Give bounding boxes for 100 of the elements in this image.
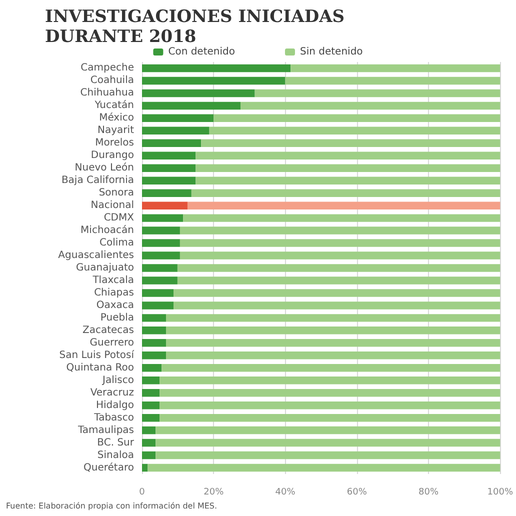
bar [166, 326, 500, 334]
bar [290, 64, 500, 72]
y-tick-label: Nacional [90, 200, 134, 212]
bar [142, 214, 184, 222]
bar [142, 252, 180, 260]
bar [148, 464, 500, 472]
y-tick-label: Veracruz [90, 387, 134, 398]
y-tick-label: Baja California [61, 175, 134, 186]
bar [142, 114, 214, 122]
bar [142, 139, 202, 148]
y-tick-label: Zacatecas [82, 324, 134, 336]
bar [166, 339, 500, 347]
y-tick-label: Coahuila [90, 75, 134, 86]
bar [142, 376, 160, 384]
bar [142, 176, 196, 184]
y-tick-label: Chiapas [94, 287, 134, 298]
y-tick-label: San Luis Potosí [59, 350, 136, 361]
bar [142, 102, 240, 110]
x-tick-label: 100% [487, 488, 514, 498]
bar [196, 164, 500, 172]
bar [214, 114, 500, 122]
y-tick-label: Yucatán [94, 100, 134, 112]
y-tick-label: Querétaro [84, 462, 134, 474]
y-tick-label: Tamaulipas [76, 424, 134, 436]
bar [142, 126, 210, 135]
bar [142, 302, 174, 310]
source-note: Fuente: Elaboración propia con información del MES. [6, 502, 218, 510]
y-tick-label: Nayarit [98, 125, 134, 136]
bar [180, 252, 500, 260]
bar [177, 276, 500, 284]
y-tick-label: CDMX [104, 212, 134, 224]
y-tick-label: Oaxaca [96, 300, 134, 311]
bar [180, 239, 500, 247]
bar [254, 89, 500, 98]
bar [156, 451, 500, 460]
bar [142, 202, 188, 210]
bar [156, 426, 500, 434]
bar [174, 289, 500, 297]
y-tick-label: Guerrero [90, 337, 134, 348]
y-tick-label: Guanajuato [76, 262, 134, 274]
y-tick-label: Quintana Roo [66, 362, 134, 374]
y-tick-label: Nuevo León [74, 162, 134, 174]
y-tick-label: BC. Sur [97, 437, 135, 448]
bar [142, 326, 166, 334]
y-tick-label: Colima [99, 238, 134, 249]
y-tick-label: Morelos [95, 138, 134, 149]
bar [142, 352, 166, 360]
bar [142, 264, 178, 272]
bar [142, 64, 291, 72]
bar [142, 314, 166, 322]
bar [142, 426, 156, 434]
bar [142, 226, 180, 234]
y-tick-label: Tlaxcala [92, 274, 134, 286]
bar [142, 339, 166, 347]
x-tick-label: 40% [275, 488, 296, 498]
bar [142, 76, 286, 85]
bar [166, 314, 500, 322]
bar [209, 126, 500, 135]
bar [142, 401, 160, 410]
x-tick-label: 0 [139, 488, 146, 498]
bar [142, 89, 255, 98]
bar [162, 364, 500, 372]
bar [240, 102, 500, 110]
chart-title: INVESTIGACIONES INICIADAS DURANTE 2018 [45, 7, 345, 47]
bar [160, 388, 500, 397]
bar [174, 302, 500, 310]
bar [183, 214, 500, 222]
bar [160, 414, 500, 422]
bar [156, 438, 500, 447]
legend-label: Con detenido [168, 46, 235, 58]
bar [166, 352, 500, 360]
y-tick-label: Sinaloa [97, 450, 134, 461]
bar [142, 189, 192, 197]
x-tick-label: 80% [418, 488, 439, 498]
bar [142, 364, 162, 372]
y-tick-label: Hidalgo [96, 400, 134, 411]
y-tick-label: Jalisco [102, 374, 134, 386]
y-tick-label: Durango [90, 150, 134, 162]
x-tick-label: 60% [346, 488, 368, 498]
bar [201, 139, 500, 148]
bar [142, 239, 180, 247]
y-tick-label: Sonora [98, 188, 134, 199]
bar [142, 451, 156, 460]
bar [142, 438, 156, 447]
bar [191, 189, 500, 197]
bar [142, 152, 196, 160]
bar [160, 401, 500, 410]
bar [196, 176, 500, 184]
bar [142, 289, 174, 297]
bar [196, 152, 500, 160]
y-tick-label: Campeche [80, 62, 134, 74]
bar [142, 164, 196, 172]
y-tick-label: Chihuahua [80, 88, 134, 99]
bar [142, 388, 160, 397]
bar [177, 264, 500, 272]
y-tick-label: México [99, 112, 134, 124]
bar [160, 376, 500, 384]
y-tick-label: Puebla [100, 312, 134, 324]
x-tick-label: 20% [204, 488, 224, 498]
bar [142, 464, 148, 472]
